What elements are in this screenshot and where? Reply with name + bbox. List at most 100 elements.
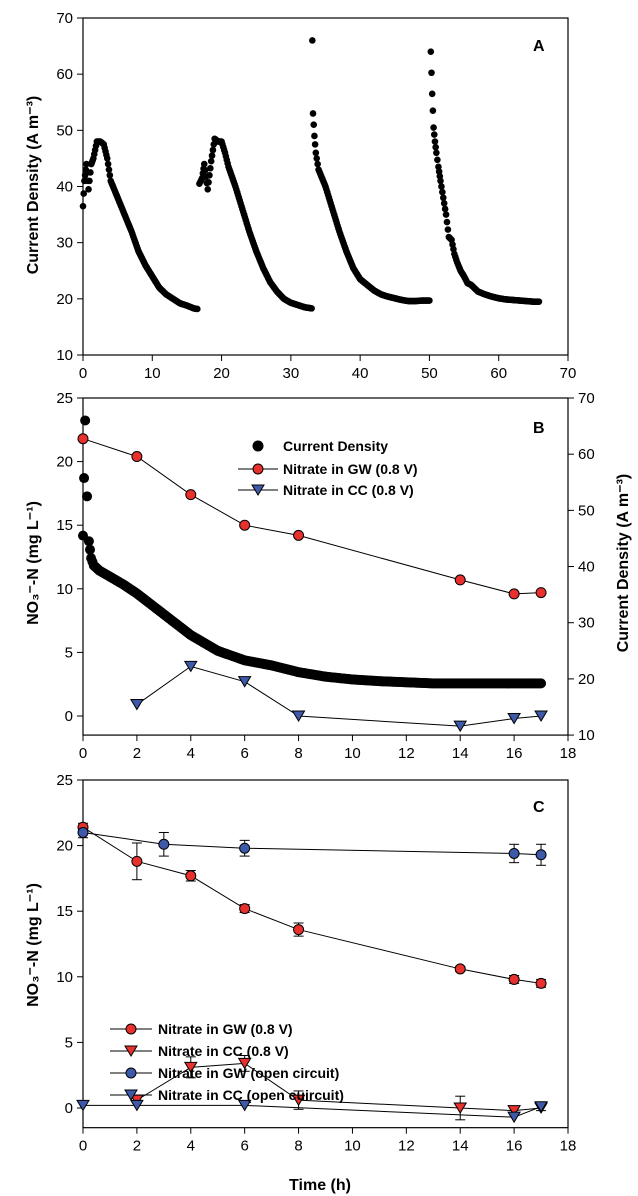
current-density-point [104, 160, 112, 168]
current-density-point [208, 152, 216, 159]
legend-marker-current-density [252, 440, 264, 452]
panel-b-legend: Current Density Nitrate in GW (0.8 V) Ni… [238, 438, 418, 498]
nitrate-gw-08-point [293, 924, 305, 936]
legend-marker-c-gw-08 [125, 1023, 137, 1035]
nitrate-gw-08-point [239, 903, 251, 915]
legend-label-gw: Nitrate in GW (0.8 V) [283, 461, 418, 477]
current-density-point [427, 48, 435, 55]
legend-label-c-cc-oc: Nitrate in CC (open cuircuit) [158, 1087, 344, 1103]
current-density-point [86, 177, 93, 185]
panel-c-x-tick-label: 2 [133, 1138, 141, 1155]
panel-b-y-tick-label: 5 [65, 644, 73, 661]
panel-b-y2-tick-label: 70 [578, 390, 595, 407]
panel-a-x-tick-label: 40 [352, 365, 369, 382]
panel-a-y-axis-title: Current Density (A m⁻³) [25, 96, 42, 275]
current-density-point [310, 121, 318, 129]
current-density-point [311, 132, 318, 140]
nitrate-gw-point [239, 519, 251, 531]
panel-c-letter: C [533, 799, 545, 816]
panel-c-x-tick-label: 12 [398, 1138, 415, 1155]
nitrate-gw-point [293, 529, 305, 541]
panel-b-plot: 0 2 4 6 8 10 12 14 16 18 0 5 10 15 20 25 10 20 30 40 50 60 70 [56, 390, 594, 762]
current-density-point [437, 177, 444, 185]
panel-c-y-tick-label: 20 [56, 838, 73, 855]
current-density-point [440, 200, 448, 207]
legend-marker-c-gw-oc [125, 1067, 137, 1079]
panel-b-y-tick-label: 25 [56, 390, 73, 407]
panel-b-y-tick-label: 0 [65, 708, 73, 725]
panel-c-x-axis-title: Time (h) [289, 1177, 351, 1194]
current-density-point [428, 90, 436, 98]
nitrate-gw-08-point [508, 973, 520, 985]
panel-c-plot: 0 2 4 6 8 10 12 14 16 18 0 5 10 15 20 25 [56, 772, 576, 1155]
panel-c-y-axis-title: NO₃⁻-N (mg L⁻¹) [25, 883, 42, 1007]
nitrate-cc-point [237, 676, 252, 688]
panel-a-x-tick-label: 60 [490, 365, 507, 382]
panel-a-y-tick-label: 50 [56, 122, 73, 139]
current-density-point [443, 218, 451, 226]
nitrate-gw-08-line [82, 826, 542, 984]
panel-c-x-tick-label: 0 [79, 1138, 87, 1155]
current-density-point [79, 202, 87, 210]
nitrate-gw-point [77, 433, 89, 445]
current-density-point [103, 155, 111, 162]
current-density-point [439, 194, 447, 202]
current-density-point [201, 167, 209, 174]
panel-c-y-tick-label: 5 [65, 1034, 73, 1051]
nitrate-cc-point [183, 660, 198, 673]
nitrate-cc-oc-line [83, 1104, 542, 1118]
current-density-point [105, 166, 113, 173]
current-density-point [207, 164, 214, 172]
panel-a-x-tick-label: 50 [421, 365, 438, 382]
legend-label-current-density: Current Density [283, 438, 388, 454]
panel-c-x-tick-label: 14 [452, 1138, 469, 1155]
current-density-point [80, 415, 91, 426]
legend-marker-c-cc-08 [124, 1045, 138, 1057]
nitrate-gw-08-point [185, 870, 197, 882]
panel-a-y-tick-label: 70 [56, 10, 73, 27]
nitrate-gw-line [82, 438, 542, 595]
panel-a-y-tick-label: 30 [56, 235, 73, 252]
legend-label-cc: Nitrate in CC (0.8 V) [283, 482, 414, 498]
current-density-point [311, 141, 319, 148]
current-density-point [206, 171, 213, 179]
nitrate-cc-point [507, 713, 521, 725]
panel-b-y2-tick-label: 50 [578, 502, 595, 519]
current-density-point [309, 37, 316, 44]
nitrate-cc-08-point [237, 1057, 252, 1070]
current-density-point [434, 156, 441, 164]
panel-c-x-tick-label: 18 [560, 1138, 577, 1155]
panel-b: 0 2 4 6 8 10 12 14 16 18051015202510203040506070 … [25, 390, 632, 762]
nitrate-gw-point [508, 588, 520, 600]
nitrate-gw-oc-line [82, 831, 542, 856]
legend-label-c-gw-oc: Nitrate in GW (open circuit) [158, 1065, 339, 1081]
current-density-point [430, 131, 438, 138]
panel-c-x-tick-label: 10 [344, 1138, 361, 1155]
current-density-point [438, 183, 445, 190]
current-density-point [439, 188, 446, 196]
nitrate-cc-08-point [453, 1102, 468, 1114]
panel-a-x-tick-label: 70 [560, 365, 577, 382]
panel-b-y2-tick-label: 40 [578, 559, 595, 576]
panel-a-y-tick-label: 10 [56, 347, 73, 364]
panel-a-x-tick-label: 20 [213, 365, 230, 382]
panel-b-y2-tick-label: 30 [578, 615, 595, 632]
panel-b-y-tick-label: 15 [56, 517, 73, 534]
current-density-point [312, 149, 320, 157]
nitrate-gw-point [131, 451, 143, 463]
panel-c-x-tick-label: 6 [240, 1138, 248, 1155]
panel-a-letter: A [533, 38, 545, 55]
current-density-point [442, 211, 450, 218]
current-density-point [313, 155, 321, 162]
panel-b-x-tick-label: 6 [240, 745, 248, 762]
panel-b-y-tick-label: 20 [56, 454, 73, 471]
current-density-point [428, 69, 435, 77]
current-density-point [82, 491, 93, 502]
panel-b-x-tick-label: 2 [133, 745, 141, 762]
nitrate-gw-point [535, 587, 547, 599]
current-density-point [205, 178, 212, 186]
panel-b-y-axis-title: NO₃⁻-N (mg L⁻¹) [25, 501, 42, 625]
nitrate-gw-oc-point [508, 847, 520, 859]
nitrate-gw-08-point [454, 963, 466, 975]
